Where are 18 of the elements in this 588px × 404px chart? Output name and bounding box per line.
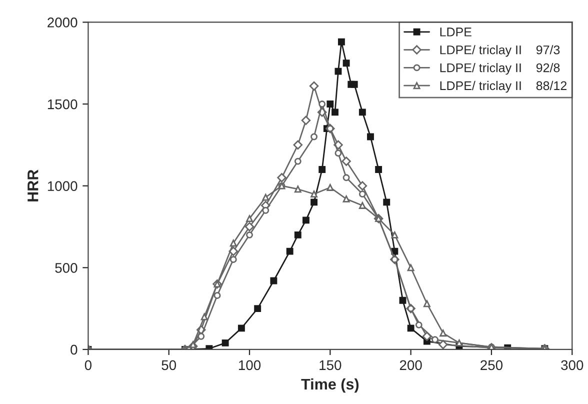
y-tick-label: 1000 bbox=[48, 181, 78, 192]
y-tick-label: 1500 bbox=[48, 99, 78, 110]
legend-label: LDPE bbox=[440, 28, 472, 36]
x-tick-label: 100 bbox=[238, 360, 261, 370]
y-axis-title: HRR bbox=[28, 170, 38, 202]
y-tick-label: 0 bbox=[70, 344, 78, 355]
legend-label: LDPE/ triclay II 97/3 bbox=[440, 45, 560, 57]
x-tick-label: 150 bbox=[320, 360, 342, 370]
x-axis-title: Time (s) bbox=[301, 378, 359, 393]
y-tick-label: 2000 bbox=[48, 18, 78, 28]
x-tick-label: 50 bbox=[162, 360, 176, 370]
y-tick-label: 500 bbox=[55, 262, 78, 273]
legend-label: LDPE/ triclay II 88/12 bbox=[440, 80, 566, 93]
x-tick-label: 300 bbox=[561, 360, 584, 370]
x-tick-label: 250 bbox=[480, 360, 503, 370]
x-tick-label: 0 bbox=[84, 360, 92, 370]
legend-label: LDPE/ triclay II 92/8 bbox=[440, 63, 560, 75]
x-tick-label: 200 bbox=[400, 360, 422, 370]
